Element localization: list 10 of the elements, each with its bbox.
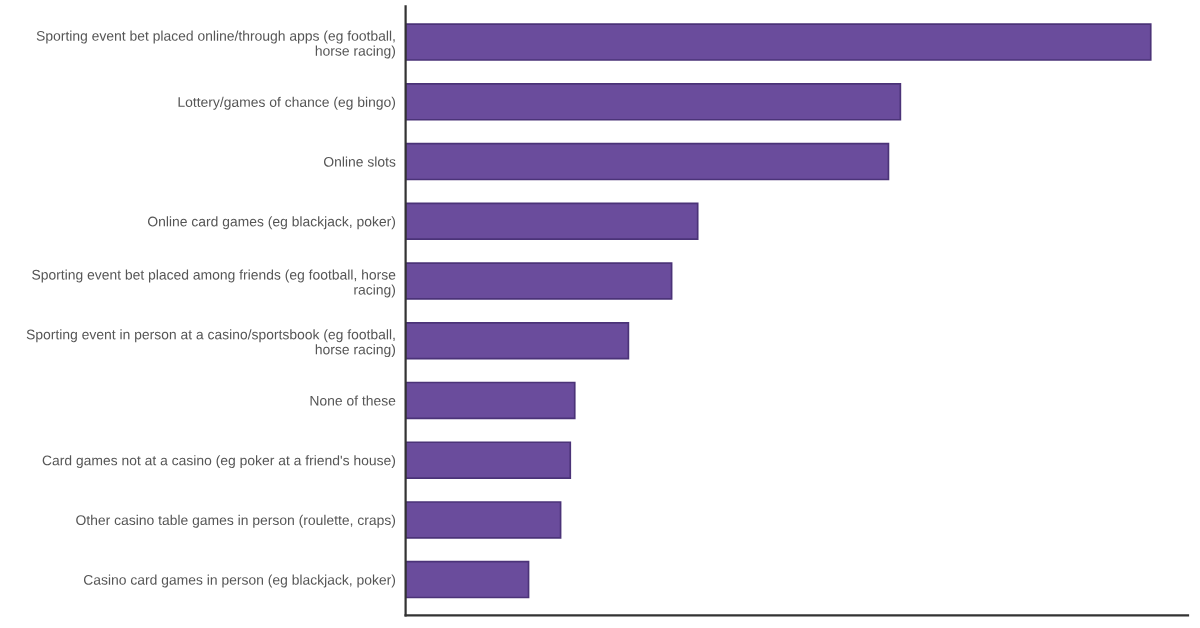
bar: [405, 202, 699, 241]
bar: [405, 501, 562, 539]
bar: [405, 560, 530, 599]
bar: [405, 321, 630, 360]
bar: [405, 83, 902, 121]
bar: [405, 441, 572, 479]
bar: [405, 262, 673, 300]
bar: [405, 381, 576, 420]
bar: [405, 142, 890, 181]
bar: [405, 23, 1152, 61]
